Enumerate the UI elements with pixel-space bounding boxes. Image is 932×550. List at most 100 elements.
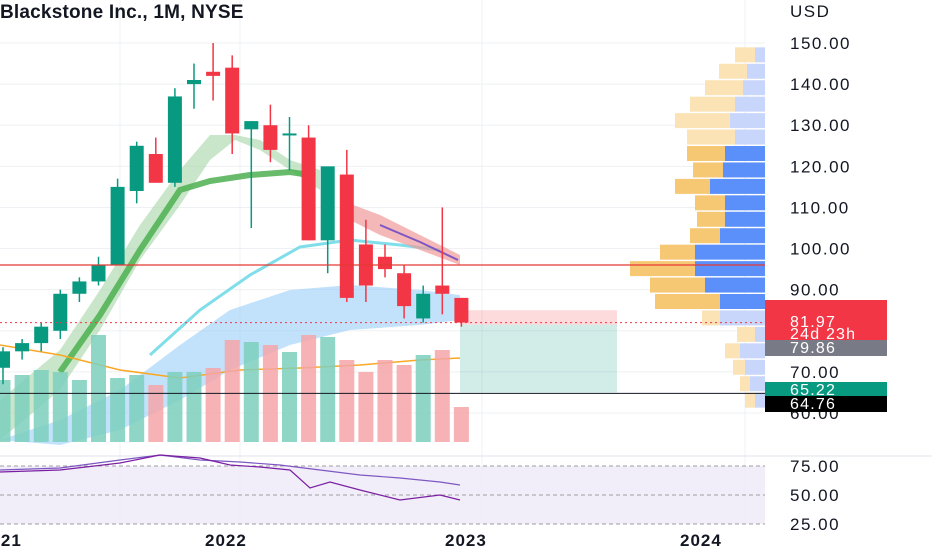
- candle-body: [187, 80, 201, 85]
- profile-down-bar: [690, 96, 735, 112]
- profile-down-bar: [630, 261, 695, 277]
- candle-body: [339, 174, 354, 298]
- price-tag-label: 64.76: [790, 396, 836, 413]
- volume-profile: [630, 47, 765, 408]
- candle-body: [129, 145, 144, 191]
- rsi-tick-label: 25.00: [790, 515, 840, 534]
- stop-loss-zone: [460, 310, 617, 325]
- profile-down-bar: [735, 47, 755, 63]
- candle-body: [378, 256, 392, 270]
- profile-up-bar: [755, 326, 765, 342]
- time-tick-label: 2024: [680, 531, 722, 550]
- profile-up-bar: [720, 310, 765, 326]
- time-tick-label: 2021: [0, 531, 22, 550]
- volume-bar: [205, 368, 221, 442]
- profile-up-bar: [705, 277, 765, 293]
- orange-ma-line: [0, 344, 461, 379]
- candle-body: [110, 186, 125, 265]
- price-axis[interactable]: USD 150.00 140.00 130.00 120.00 110.00 100.00 9…: [790, 2, 851, 534]
- price-tick-label: 70.00: [790, 363, 840, 382]
- candle-body: [244, 121, 259, 130]
- price-tag-label: 24d 23h: [790, 326, 856, 343]
- price-tag-label: 65.22: [790, 382, 836, 399]
- volume-bar: [148, 385, 164, 442]
- profile-down-bar: [687, 129, 735, 145]
- candle-body: [15, 343, 30, 352]
- profile-down-bar: [697, 211, 725, 227]
- candle-body: [34, 326, 49, 344]
- profile-up-bar: [730, 113, 765, 129]
- price-tick-label: 150.00: [790, 34, 851, 53]
- volume-bar: [339, 360, 355, 442]
- chart-title: Blackstone Inc., 1M, NYSE: [0, 2, 244, 23]
- profile-up-bar: [747, 63, 765, 79]
- volume-bar: [282, 352, 297, 442]
- profile-up-bar: [735, 96, 765, 112]
- currency-label: USD: [790, 2, 830, 21]
- profile-down-bar: [740, 376, 750, 392]
- candle-body: [91, 265, 106, 282]
- rsi-tick-label: 75.00: [790, 457, 840, 476]
- candle-body: [320, 166, 335, 241]
- volume-bar: [434, 350, 450, 442]
- profile-down-bar: [655, 294, 720, 309]
- price-tag-bg: [765, 382, 887, 398]
- profile-down-bar: [687, 146, 725, 161]
- price-tag-label: 81.97: [790, 314, 836, 331]
- volume-bar: [129, 375, 145, 442]
- volume-bar: [71, 380, 87, 442]
- profile-down-bar: [660, 244, 695, 260]
- volume-bar: [377, 360, 393, 442]
- profile-up-bar: [750, 376, 765, 392]
- candlestick-series[interactable]: [0, 43, 469, 385]
- candle-body: [0, 351, 10, 368]
- volume-bar: [14, 375, 30, 442]
- profile-down-bar: [702, 310, 720, 326]
- profile-up-bar: [755, 392, 765, 408]
- volume-bar: [110, 378, 126, 442]
- green-ma-band: [0, 135, 320, 440]
- volume-bar: [358, 372, 374, 442]
- profile-up-bar: [720, 294, 765, 309]
- profile-up-bar: [745, 359, 765, 375]
- rsi-pane: [0, 454, 765, 525]
- time-tick-label: 2023: [445, 531, 487, 550]
- price-tick-label: 100.00: [790, 240, 851, 259]
- candle-body: [263, 125, 278, 150]
- rsi-tick-label: 50.00: [790, 486, 840, 505]
- profile-down-bar: [650, 277, 705, 293]
- profile-up-bar: [735, 129, 765, 145]
- volume-bar: [224, 340, 240, 442]
- volume-bar: [320, 337, 336, 442]
- price-tag-bg: [765, 300, 887, 342]
- profile-up-bar: [743, 80, 765, 96]
- candle-body: [435, 285, 450, 294]
- volume-bar: [52, 372, 68, 442]
- candle-body: [416, 293, 431, 319]
- volume-bar: [243, 342, 259, 442]
- price-tick-label: 90.00: [790, 281, 840, 300]
- profile-down-bar: [693, 162, 723, 178]
- candle-body: [167, 96, 182, 183]
- profile-down-bar: [690, 228, 720, 244]
- profile-up-bar: [725, 195, 765, 211]
- time-axis[interactable]: 2021 2022 2023 2024: [0, 531, 722, 550]
- profile-down-bar: [675, 113, 730, 129]
- position-tool[interactable]: [0, 264, 765, 394]
- volume-bar: [301, 335, 317, 442]
- candle-body: [206, 71, 221, 76]
- candle-body: [454, 297, 469, 323]
- profile-up-bar: [755, 47, 765, 63]
- profile-down-bar: [675, 178, 710, 194]
- profile-up-bar: [725, 211, 765, 227]
- candle-body: [282, 133, 297, 136]
- price-tick-label: 140.00: [790, 75, 851, 94]
- profile-up-bar: [723, 162, 765, 178]
- candle-body: [397, 273, 412, 307]
- candle-body: [301, 137, 316, 241]
- profile-down-bar: [733, 359, 745, 375]
- profile-up-bar: [720, 228, 765, 244]
- profile-up-bar: [725, 146, 765, 161]
- price-tag-bg: [765, 340, 887, 356]
